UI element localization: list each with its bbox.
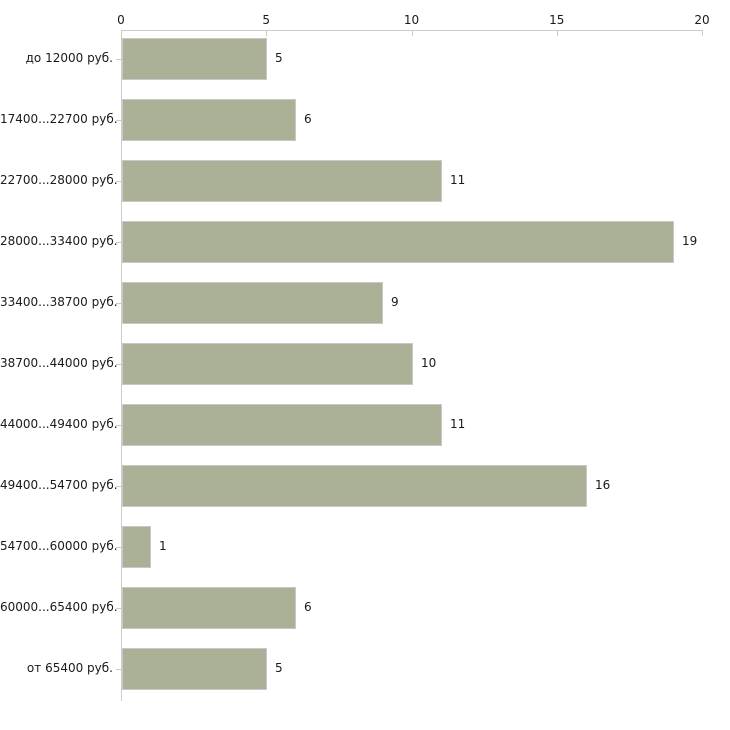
x-axis-tick-label: 10 (403, 13, 420, 27)
bar-value-label: 10 (421, 356, 437, 370)
bar (122, 526, 151, 568)
category-tick-mark (116, 364, 121, 365)
bar (122, 648, 267, 690)
bar-value-label: 9 (391, 295, 399, 309)
x-axis-tick-label: 0 (117, 13, 125, 27)
bar-value-label: 16 (595, 478, 611, 492)
x-axis-tick-mark (266, 31, 268, 36)
bar-value-label: 5 (275, 51, 283, 65)
x-axis-tick-mark (121, 31, 122, 36)
category-tick-mark (116, 120, 121, 121)
x-axis-line (121, 30, 703, 31)
category-tick-mark (116, 181, 121, 182)
x-axis-tick-label: 5 (262, 13, 271, 27)
category-label: до 12000 руб. (25, 51, 113, 65)
x-axis-tick-mark (702, 31, 703, 36)
x-axis-tick-label: 20 (694, 13, 710, 27)
category-tick-mark (116, 303, 121, 304)
bar-value-label: 1 (159, 539, 167, 553)
category-tick-mark (116, 608, 121, 609)
category-label: 17400...22700 руб. (0, 112, 118, 126)
bar (122, 160, 442, 202)
category-tick-mark (116, 425, 121, 426)
category-label: 60000...65400 руб. (0, 600, 118, 614)
x-axis-tick-mark (411, 31, 413, 36)
bar (122, 282, 383, 324)
category-tick-mark (116, 242, 121, 243)
category-tick-mark (116, 486, 121, 487)
bar-value-label: 11 (450, 417, 466, 431)
bar-value-label: 6 (304, 112, 312, 126)
category-label: 33400...38700 руб. (0, 295, 118, 309)
category-tick-mark (116, 669, 121, 670)
x-axis-tick-mark (556, 31, 558, 36)
bar-value-label: 5 (275, 661, 283, 675)
category-label: 28000...33400 руб. (0, 234, 118, 248)
bar-value-label: 6 (304, 600, 312, 614)
category-tick-mark (116, 547, 121, 548)
category-label: 38700...44000 руб. (0, 356, 118, 370)
bar-value-label: 19 (682, 234, 698, 248)
bar (122, 343, 413, 385)
category-label: 49400...54700 руб. (0, 478, 118, 492)
category-tick-mark (116, 59, 121, 60)
bar (122, 221, 674, 263)
bar (122, 38, 267, 80)
category-label: 54700...60000 руб. (0, 539, 118, 553)
bar (122, 99, 296, 141)
category-label: 22700...28000 руб. (0, 173, 118, 187)
category-label: 44000...49400 руб. (0, 417, 118, 431)
y-axis-line (121, 30, 122, 701)
bar (122, 587, 296, 629)
bar-value-label: 11 (450, 173, 466, 187)
category-label: от 65400 руб. (26, 661, 113, 675)
x-axis-tick-label: 15 (549, 13, 565, 27)
bar (122, 404, 442, 446)
bar (122, 465, 587, 507)
